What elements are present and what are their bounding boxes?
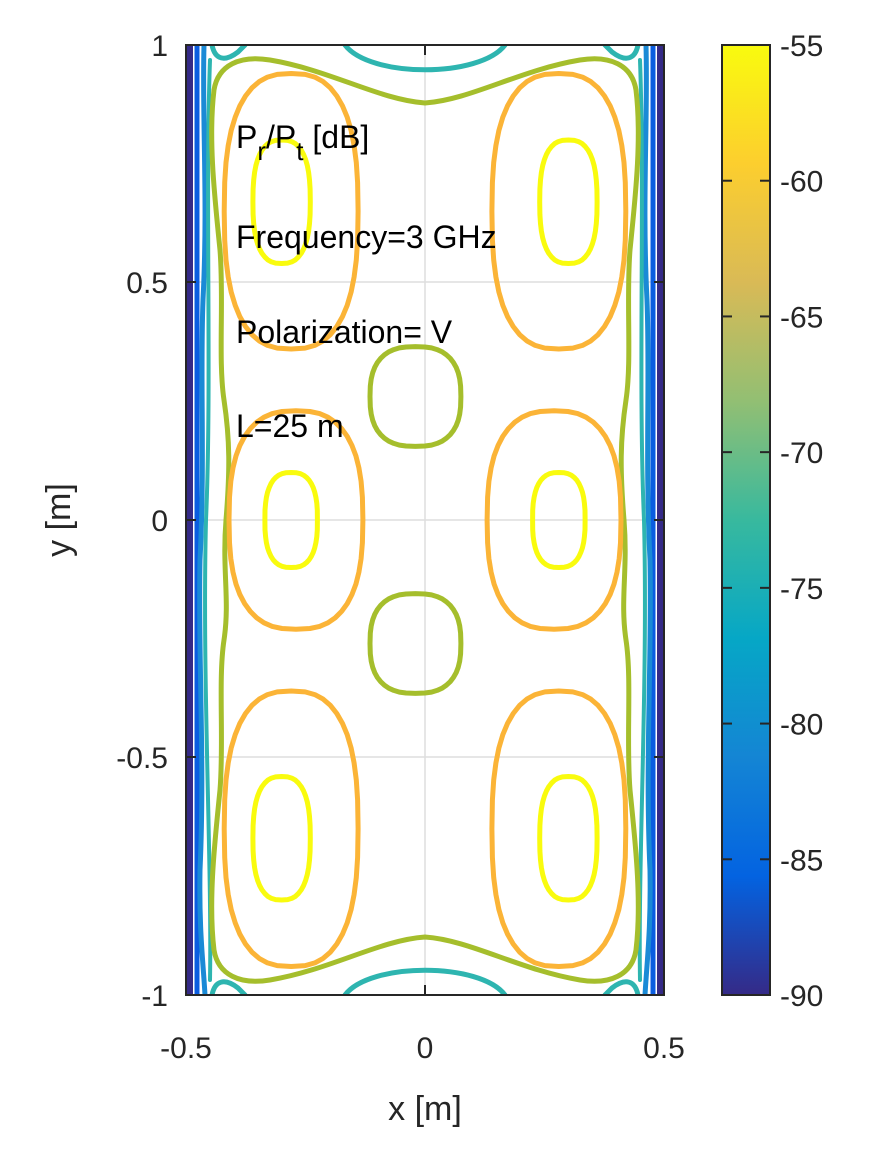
contour-line-level-minus55-2 (262, 470, 320, 570)
contour-line-level-minus60-2 (226, 408, 366, 632)
colorbar-tick-label: -65 (780, 301, 823, 334)
contour-line-level-minus65-0 (367, 344, 464, 449)
contour-line-level-minus60-3 (484, 408, 624, 632)
y-axis (186, 44, 664, 996)
colorbar-tick-label: -90 (780, 980, 823, 1013)
x-tick-label: -0.5 (160, 1032, 212, 1065)
contour-line-level-minus55-5 (537, 774, 600, 903)
annotation-quantity-sub-t: t (296, 136, 304, 166)
contour-level-minus80-right (642, 45, 653, 995)
contour-line-level-minus60-5 (489, 688, 629, 969)
contour-line-level-minus60-1 (489, 71, 629, 352)
y-tick-label: 0.5 (126, 267, 168, 300)
y-tick-label: -0.5 (116, 742, 168, 775)
annotation-frequency: Frequency=3 GHz (236, 219, 497, 255)
y-axis-label: y [m] (40, 483, 78, 557)
x-axis (185, 45, 665, 995)
contour-level-minus65-outer (209, 56, 641, 984)
annotation-quantity: Pr/Pt [dB] (236, 119, 369, 166)
colorbar (722, 45, 770, 995)
contour-line-level-minus65-1 (367, 591, 464, 696)
annotation: Pr/Pt [dB] Frequency=3 GHz Polarization=… (236, 119, 497, 444)
contour-level-minus70-bottom-left (209, 979, 248, 995)
contour-line-level-minus55-4 (250, 774, 313, 903)
annotation-length: L=25 m (236, 408, 344, 444)
contour-level-minus70-bottom-middle (342, 967, 508, 995)
contour-level-minus70-top-left (209, 45, 248, 61)
annotation-quantity-p: P (236, 119, 257, 155)
y-tick-label: 1 (151, 30, 168, 63)
annotation-polarization: Polarization= V (236, 314, 453, 350)
colorbar-tick-label: -85 (780, 844, 823, 877)
contour-level-minus70-left-wall (203, 58, 213, 982)
y-tick-label: -1 (141, 980, 168, 1013)
colorbar-frame (721, 44, 771, 996)
contour-line-level-minus60-0 (221, 71, 361, 352)
x-tick-label: 0.5 (643, 1032, 685, 1065)
colorbar-tick-label: -55 (780, 30, 823, 63)
contour-line-level-minus55-0 (250, 137, 313, 266)
colorbar-ticks: -90 -85 -80 -75 -70 -65 -60 -55 (722, 30, 823, 1013)
colorbar-tick-label: -70 (780, 437, 823, 470)
contour-level-minus70-top-middle (342, 45, 508, 73)
colorbar-tick-label: -75 (780, 573, 823, 606)
contour-level-minus70-right-wall (637, 58, 647, 982)
annotation-quantity-slash: /P (266, 119, 296, 155)
generated-contours (221, 71, 629, 969)
contour-line-level-minus60-4 (221, 688, 361, 969)
annotation-quantity-sub-r: r (257, 136, 266, 166)
contour-lines (187, 45, 663, 995)
contour-level-minus70-bottom-right (602, 979, 641, 995)
annotation-quantity-unit: [dB] (303, 119, 369, 155)
colorbar-tick-label: -80 (780, 709, 823, 742)
x-axis-label: x [m] (388, 1090, 462, 1128)
colorbar-tick-label: -60 (780, 166, 823, 199)
contour-line-level-minus55-1 (537, 137, 600, 266)
contour-line-level-minus55-3 (530, 470, 588, 570)
contour-level-minus80-left (197, 45, 208, 995)
y-tick-label: 0 (151, 505, 168, 538)
contour-level-minus70-top-right (602, 45, 641, 61)
x-tick-label: 0 (417, 1032, 434, 1065)
